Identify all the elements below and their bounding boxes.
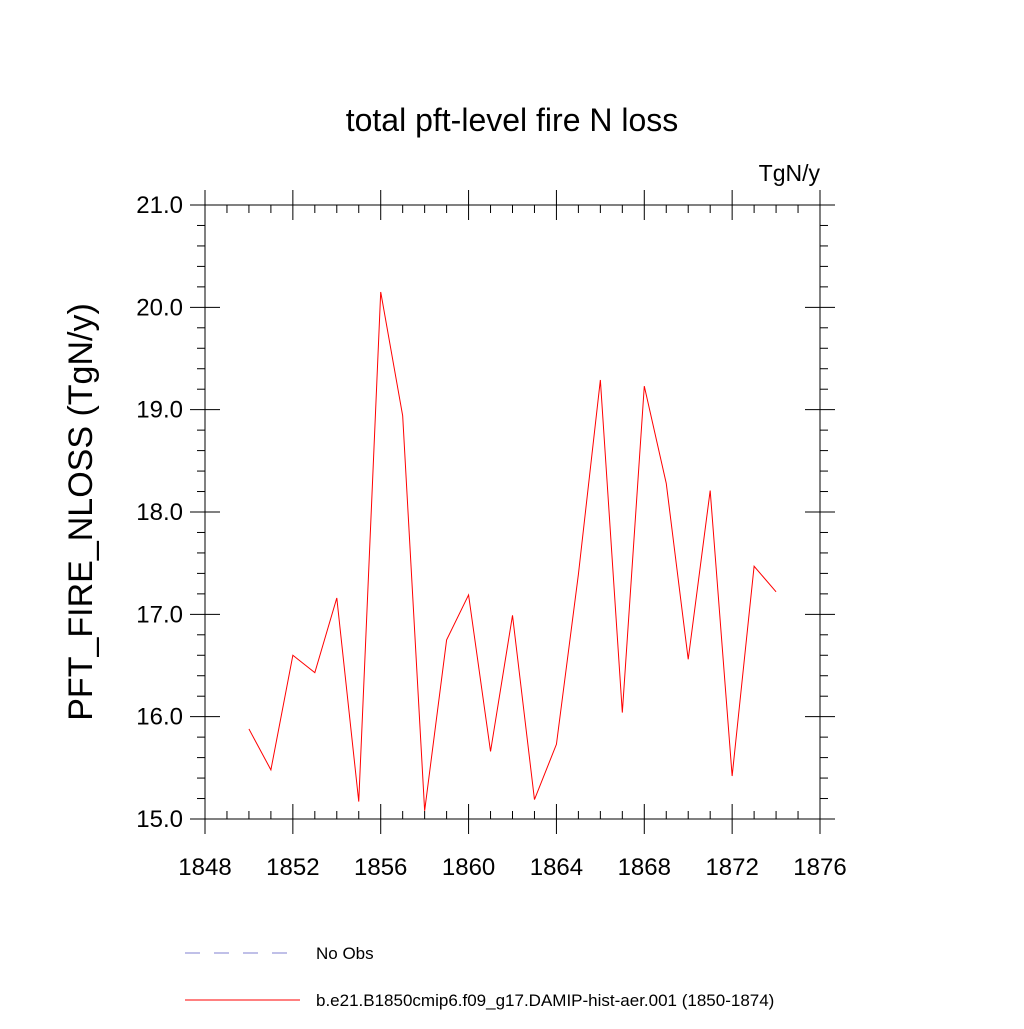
legend-label: b.e21.B1850cmip6.f09_g17.DAMIP-hist-aer.… <box>316 991 774 1010</box>
x-tick-label: 1864 <box>530 854 583 881</box>
x-tick-label: 1848 <box>178 854 231 881</box>
y-tick-label: 16.0 <box>136 704 183 731</box>
legend-label: No Obs <box>316 944 374 963</box>
plot-frame <box>204 204 821 820</box>
y-axis-label: PFT_FIRE_NLOSS (TgN/y) <box>62 303 100 721</box>
y-tick-label: 19.0 <box>136 397 183 424</box>
x-tick-label: 1872 <box>705 854 758 881</box>
series-line <box>248 291 777 811</box>
units-label: TgN/y <box>759 160 821 186</box>
series-lines <box>248 291 777 811</box>
x-tick-label: 1876 <box>793 854 846 881</box>
axis-tick-labels: 1848 1852 1856 1860 1864 1868 1872 1876 15.0 16.0… <box>136 192 846 881</box>
y-tick-label: 20.0 <box>136 294 183 321</box>
legend: No Obs b.e21.B1850cmip6.f09_g17.DAMIP-his… <box>185 944 774 1010</box>
y-tick-label: 17.0 <box>136 601 183 628</box>
y-tick-label: 18.0 <box>136 499 183 526</box>
y-tick-label: 21.0 <box>136 192 183 219</box>
axis-ticks <box>190 190 835 834</box>
x-tick-label: 1860 <box>442 854 495 881</box>
chart-title: total pft-level fire N loss <box>346 102 679 138</box>
x-tick-label: 1856 <box>354 854 407 881</box>
x-tick-label: 1868 <box>618 854 671 881</box>
y-tick-label: 15.0 <box>136 806 183 833</box>
x-tick-label: 1852 <box>266 854 319 881</box>
